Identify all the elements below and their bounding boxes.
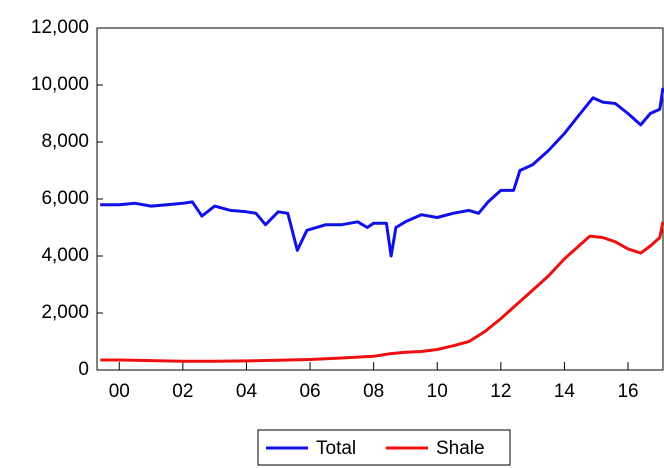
y-tick-label: 4,000 <box>41 245 89 266</box>
x-tick-label: 14 <box>554 381 576 402</box>
y-tick-label: 6,000 <box>41 188 89 209</box>
legend-label: Shale <box>436 438 485 459</box>
y-tick-label: 12,000 <box>31 17 89 38</box>
line-series <box>100 221 664 363</box>
plot-frame <box>96 27 664 371</box>
y-tick-label: 10,000 <box>31 74 89 95</box>
y-tick-label: 2,000 <box>41 302 89 323</box>
line-series <box>100 87 664 258</box>
x-tick-label: 08 <box>363 381 384 402</box>
y-tick-label: 8,000 <box>41 131 89 152</box>
x-tick-label: 02 <box>172 381 193 402</box>
legend-label: Total <box>316 438 356 459</box>
x-tick-label: 16 <box>617 381 638 402</box>
x-tick-label: 06 <box>299 381 320 402</box>
x-tick-label: 12 <box>490 381 511 402</box>
x-tick-label: 10 <box>427 381 448 402</box>
x-tick-label: 00 <box>109 381 130 402</box>
y-tick-label: 0 <box>78 359 89 380</box>
x-tick-label: 04 <box>236 381 258 402</box>
